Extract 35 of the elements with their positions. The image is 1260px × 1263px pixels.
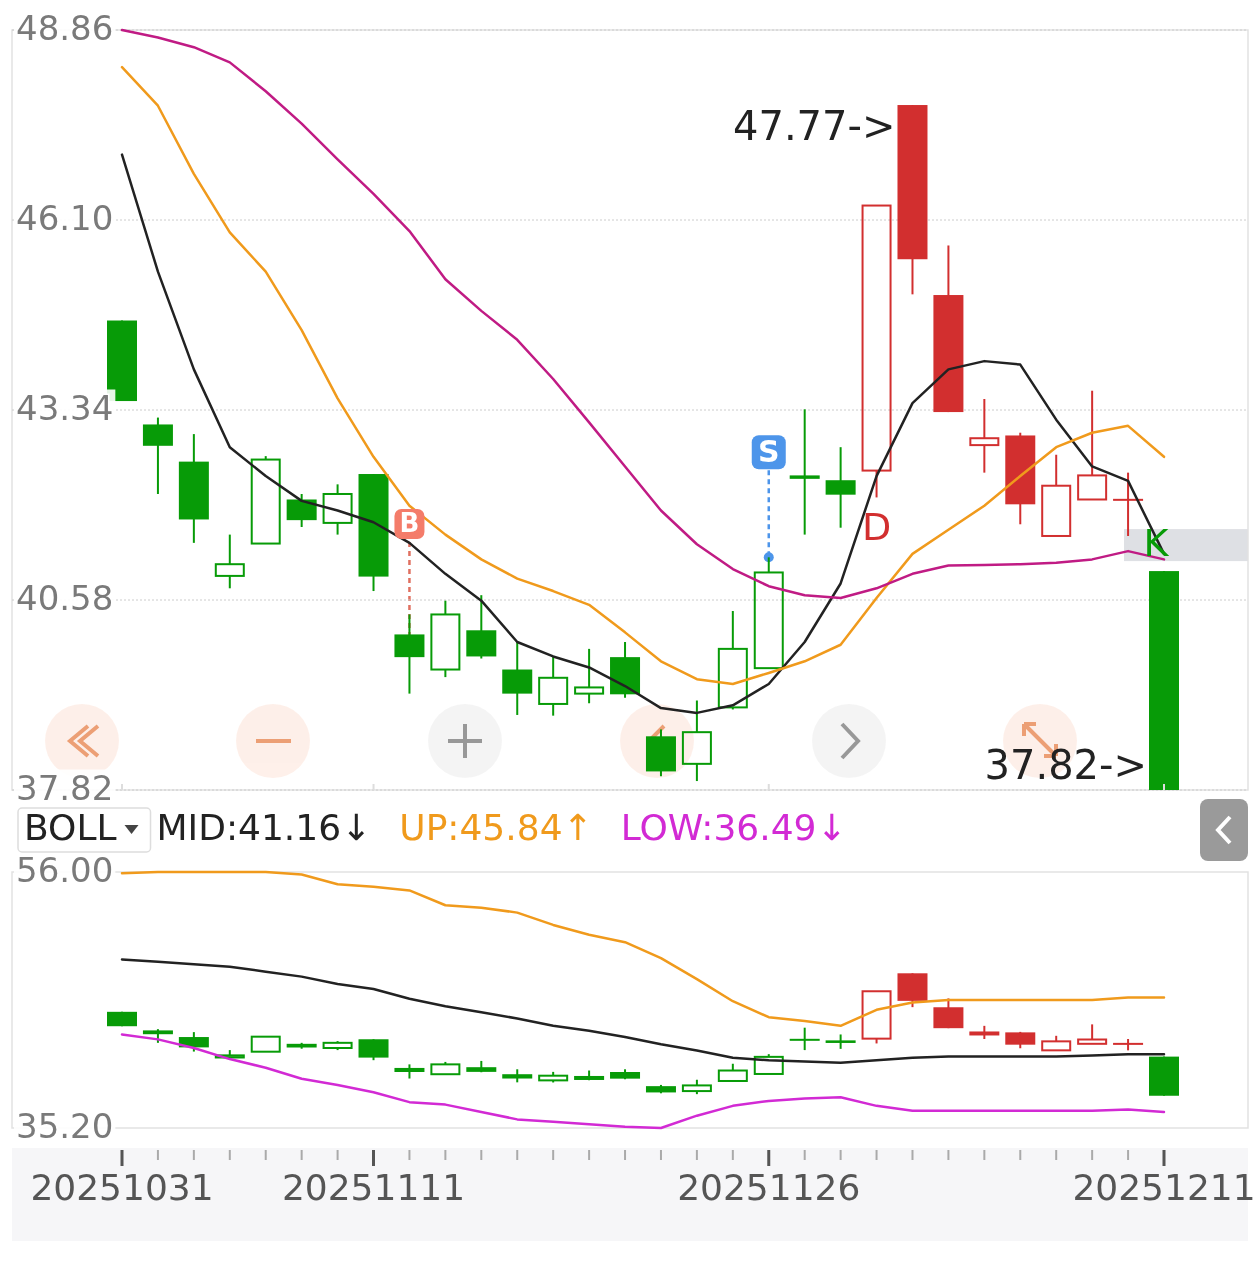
text: MID:41.16↓ — [156, 807, 372, 848]
candlestick — [861, 204, 892, 499]
x-tick-label: 20251031 — [30, 1167, 214, 1208]
candlestick — [969, 397, 1000, 474]
legend-title: BOLL — [24, 807, 117, 848]
line-series — [120, 958, 1166, 1065]
candlestick — [681, 699, 712, 783]
y-tick-label: 43.34 — [16, 387, 114, 428]
annotation: B — [399, 508, 420, 539]
y-tick-label: 40.58 — [16, 577, 114, 618]
y-tick-label: 37.82 — [16, 767, 114, 808]
y-tick-label: 35.20 — [16, 1105, 114, 1146]
candlestick — [789, 408, 820, 536]
annotation: D — [861, 504, 892, 549]
candlestick — [1077, 389, 1108, 501]
line-series — [120, 1033, 1166, 1130]
candlestick — [1041, 453, 1072, 537]
text: LOW:36.49↓ — [620, 807, 847, 848]
x-tick-label: 20251126 — [677, 1167, 861, 1208]
annotation: 47.77-> — [733, 103, 896, 150]
y-tick-label: 46.10 — [16, 197, 114, 238]
y-tick-label: 48.86 — [16, 7, 114, 48]
candlestick — [538, 655, 569, 717]
candlestick — [789, 1026, 820, 1052]
candlestick — [250, 1035, 281, 1053]
line-series — [120, 870, 1166, 1028]
candlestick — [1113, 471, 1144, 537]
candlestick — [322, 483, 353, 536]
series-label: UP:45.84↑ — [399, 807, 593, 848]
y-tick-label: 56.00 — [16, 849, 114, 890]
x-tick-label: 20251211 — [1072, 1167, 1256, 1208]
annotation: S — [757, 433, 780, 469]
x-tick-label: 20251111 — [281, 1167, 466, 1208]
candlestick — [1077, 1023, 1108, 1045]
annotation: 37.82-> — [984, 742, 1147, 788]
